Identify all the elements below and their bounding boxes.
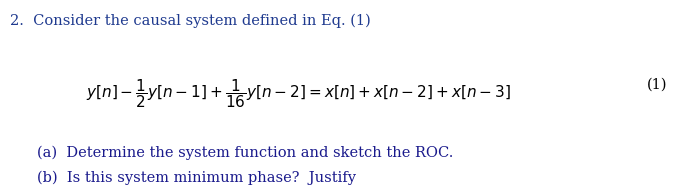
- Text: (a)  Determine the system function and sketch the ROC.: (a) Determine the system function and sk…: [37, 146, 454, 160]
- Text: (1): (1): [647, 78, 668, 92]
- Text: $y[n] - \dfrac{1}{2}y[n-1] + \dfrac{1}{16}y[n-2] = x[n] + x[n-2] + x[n-3]$: $y[n] - \dfrac{1}{2}y[n-1] + \dfrac{1}{1…: [86, 78, 511, 110]
- Text: (b)  Is this system minimum phase?  Justify: (b) Is this system minimum phase? Justif…: [37, 171, 357, 185]
- Text: 2.  Consider the causal system defined in Eq. (1): 2. Consider the causal system defined in…: [10, 14, 371, 28]
